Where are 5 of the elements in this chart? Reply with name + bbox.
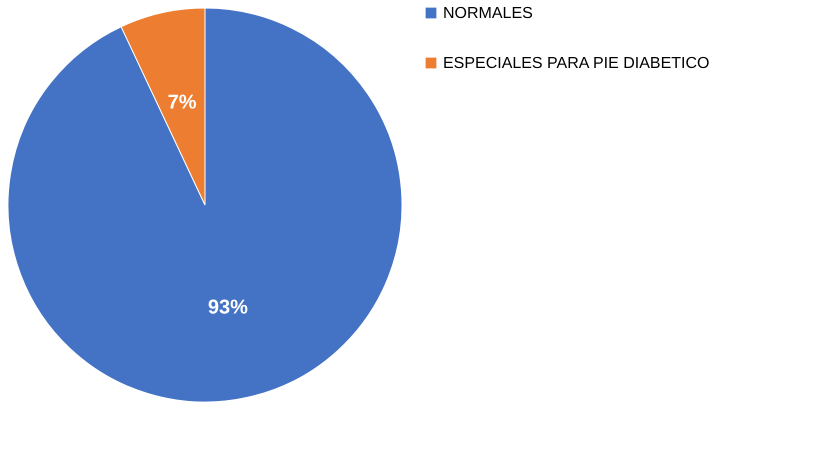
data-label: 93% [208, 296, 248, 318]
data-label: 7% [168, 92, 197, 114]
legend-label: ESPECIALES PARA PIE DIABETICO [443, 55, 710, 72]
pie-slice [8, 8, 402, 402]
legend-label: NORMALES [443, 5, 533, 22]
